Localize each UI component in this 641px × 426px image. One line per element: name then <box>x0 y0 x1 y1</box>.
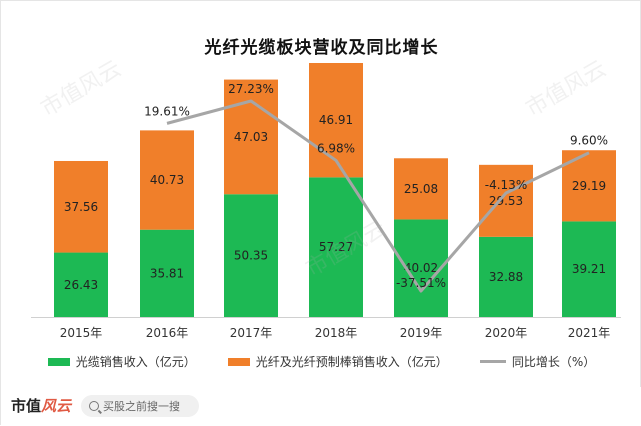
bar-fiber-2 <box>224 79 278 195</box>
search-icon <box>89 401 99 411</box>
bar-fiber-1 <box>140 130 194 230</box>
legend-item-growth: 同比增长（%） <box>479 353 596 370</box>
data-label-fiber-0: 37.56 <box>64 200 98 214</box>
brand-logo[interactable]: 市值风云 <box>11 395 71 416</box>
growth-label-6: 9.60% <box>570 134 608 148</box>
legend-item-fiber: 光纤及光纤预制棒销售收入（亿元） <box>227 353 448 370</box>
x-tick-label-0: 2015年 <box>60 326 103 340</box>
legend-swatch-fiber <box>227 357 250 366</box>
data-label-fiber-2: 47.03 <box>234 130 268 144</box>
chart-plot: 26.43 37.56 2015年 35.81 40.73 2016年 50.35 47.03… <box>31 62 621 340</box>
data-label-cable-4: 40.02 <box>404 261 438 275</box>
data-label-cable-2: 50.35 <box>234 249 268 263</box>
bar-cable-1 <box>140 229 194 317</box>
legend-swatch-cable <box>47 357 70 366</box>
search-placeholder: 买股之前搜一搜 <box>103 400 180 413</box>
legend-label-fiber: 光纤及光纤预制棒销售收入（亿元） <box>255 355 448 369</box>
legend-item-cable: 光缆销售收入（亿元） <box>47 353 196 370</box>
growth-label-1: 19.61% <box>144 104 190 118</box>
growth-label-4: -37.51% <box>396 276 446 290</box>
x-tick-label-6: 2021年 <box>568 326 611 340</box>
data-label-cable-6: 39.21 <box>572 262 606 276</box>
data-label-cable-3: 57.27 <box>319 240 353 254</box>
logo-accent-text: 风云 <box>41 397 72 415</box>
data-label-cable-1: 35.81 <box>150 266 184 280</box>
x-tick-label-5: 2020年 <box>485 326 528 340</box>
data-label-fiber-4: 25.08 <box>404 182 438 196</box>
x-tick-label-2: 2017年 <box>230 326 273 340</box>
data-label-cable-5: 32.88 <box>489 270 523 284</box>
data-label-fiber-1: 40.73 <box>150 173 184 187</box>
bar-fiber-3 <box>309 62 363 178</box>
logo-main-text: 市值 <box>11 397 42 415</box>
bar-cable-3 <box>309 177 363 317</box>
bar-cable-2 <box>224 194 278 317</box>
growth-label-5: -4.13% <box>485 178 527 192</box>
bar-fiber-4 <box>394 158 448 220</box>
data-label-fiber-3: 46.91 <box>319 113 353 127</box>
bar-cable-6 <box>562 221 616 317</box>
data-label-cable-0: 26.43 <box>64 278 98 292</box>
data-label-fiber-6: 29.19 <box>572 179 606 193</box>
search-input[interactable]: 买股之前搜一搜 <box>81 395 199 417</box>
chart-legend: 光缆销售收入（亿元） 光纤及光纤预制棒销售收入（亿元） 同比增长（%） <box>1 353 641 370</box>
bar-fiber-5 <box>479 164 533 237</box>
legend-label-growth: 同比增长（%） <box>511 355 596 369</box>
footer-bar: 市值风云 买股之前搜一搜 <box>1 387 641 426</box>
bar-cable-5 <box>479 236 533 317</box>
growth-label-3: 6.98% <box>317 141 355 155</box>
legend-line-growth <box>479 360 506 363</box>
x-tick-label-1: 2016年 <box>146 326 189 340</box>
bar-fiber-0 <box>54 160 108 253</box>
x-tick-label-3: 2018年 <box>315 326 358 340</box>
bar-cable-0 <box>54 252 108 317</box>
legend-label-cable: 光缆销售收入（亿元） <box>75 355 196 369</box>
growth-label-2: 27.23% <box>228 82 274 96</box>
chart-title: 光纤光缆板块营收及同比增长 <box>204 38 439 58</box>
x-tick-label-4: 2019年 <box>400 326 443 340</box>
growth-line <box>166 99 590 293</box>
